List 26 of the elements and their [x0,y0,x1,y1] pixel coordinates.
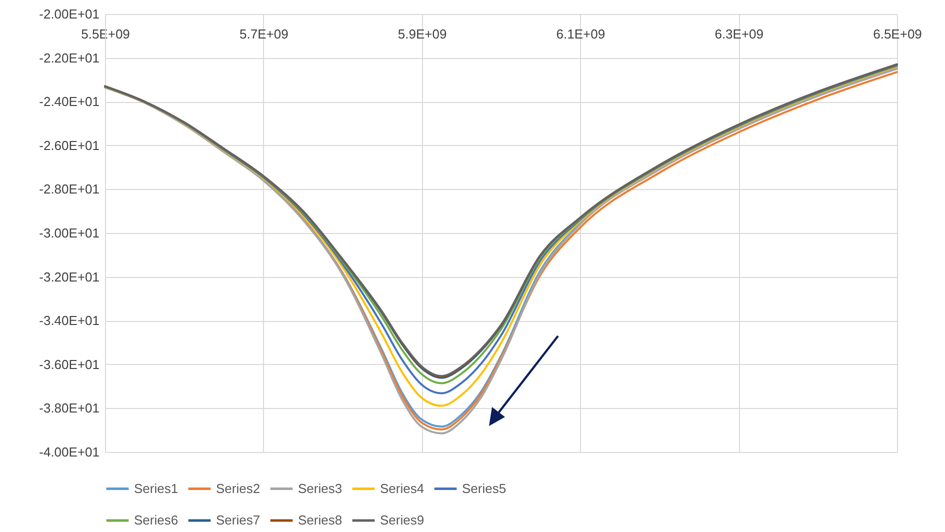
x-tick-label: 5.9E+09 [398,26,447,42]
x-tick-label: 6.1E+09 [556,26,606,42]
y-tick-label: -3.40E+01 [39,313,100,328]
y-tick-label: -2.00E+01 [39,6,100,22]
legend-label: Series9 [380,512,424,528]
y-tick-label: -2.80E+01 [39,182,100,197]
y-tick-label: -4.00E+01 [39,444,100,460]
y-tick-label: -2.20E+01 [39,50,100,66]
y-tick-label: -3.80E+01 [39,400,100,416]
y-tick-label: -3.20E+01 [39,269,100,284]
y-tick-label: -3.60E+01 [39,356,100,372]
y-tick-label: -3.00E+01 [39,226,100,240]
x-tick-label: 5.5E+09 [81,26,130,42]
y-tick-label: -2.40E+01 [39,94,100,110]
legend-label: Series5 [462,480,506,496]
x-tick-label: 5.7E+09 [240,26,288,42]
legend-label: Series6 [134,512,178,528]
legend-label: Series8 [298,512,342,528]
legend-label: Series3 [298,480,342,496]
x-tick-label: 6.5E+09 [873,26,922,42]
legend-label: Series7 [216,512,260,528]
legend-label: Series4 [380,480,424,496]
legend-label: Series1 [134,480,178,496]
y-tick-label: -2.60E+01 [39,138,100,153]
x-tick-label: 6.3E+09 [714,26,764,42]
legend-label: Series2 [216,480,260,496]
